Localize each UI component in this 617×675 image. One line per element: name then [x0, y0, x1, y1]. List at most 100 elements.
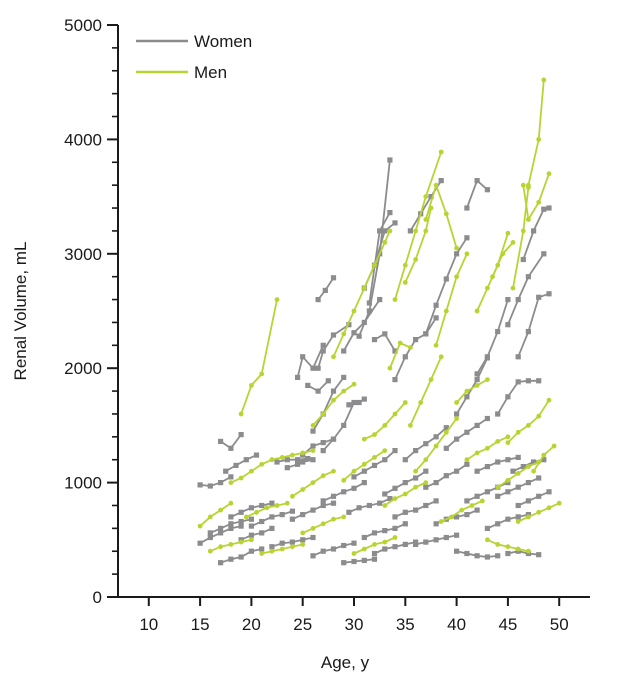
data-point-women: [454, 251, 459, 256]
data-point-women: [505, 551, 510, 556]
data-point-women: [274, 459, 279, 464]
data-point-women: [536, 552, 541, 557]
data-point-men: [290, 544, 295, 549]
data-point-men: [413, 485, 418, 490]
data-point-women: [382, 546, 387, 551]
data-point-men: [341, 389, 346, 394]
data-point-women: [290, 540, 295, 545]
data-point-women: [367, 503, 372, 508]
series-line-women: [426, 238, 467, 334]
data-point-men: [506, 440, 511, 445]
data-point-women: [346, 402, 351, 407]
data-point-women: [341, 348, 346, 353]
series-men: [300, 515, 346, 536]
data-point-men: [429, 377, 434, 382]
data-point-women: [485, 554, 490, 559]
data-point-women: [546, 489, 551, 494]
data-point-men: [403, 280, 408, 285]
data-point-men: [321, 412, 326, 417]
data-point-women: [331, 389, 336, 394]
data-point-men: [229, 501, 234, 506]
data-point-men: [382, 423, 387, 428]
data-point-women: [541, 251, 546, 256]
data-point-men: [382, 240, 387, 245]
series-line-women: [477, 300, 508, 374]
data-point-women: [403, 510, 408, 515]
data-point-men: [321, 473, 326, 478]
data-point-women: [239, 524, 244, 529]
data-point-women: [351, 559, 356, 564]
data-point-men: [485, 446, 490, 451]
data-point-men: [516, 471, 521, 476]
data-point-women: [454, 469, 459, 474]
data-point-women: [331, 437, 336, 442]
data-point-women: [392, 514, 397, 519]
data-point-women: [310, 443, 315, 448]
data-point-men: [423, 457, 428, 462]
data-point-men: [423, 229, 428, 234]
data-point-women: [249, 524, 254, 529]
axes-layer: 01000200030004000500010 15 20 25 30 35 40 45 50: [64, 16, 590, 634]
data-point-women: [464, 498, 469, 503]
data-point-men: [264, 505, 269, 510]
data-point-men: [362, 437, 367, 442]
data-point-women: [321, 440, 326, 445]
data-point-women: [392, 377, 397, 382]
data-point-women: [351, 330, 356, 335]
data-point-women: [357, 400, 362, 405]
x-tick-label: 25: [293, 615, 312, 634]
x-tick-label: 45: [498, 615, 517, 634]
data-point-men: [465, 389, 470, 394]
data-point-men: [208, 549, 213, 554]
data-point-women: [382, 228, 387, 233]
series-line-women: [518, 492, 549, 506]
data-point-men: [229, 542, 234, 547]
data-point-men: [495, 485, 500, 490]
series-men: [490, 240, 515, 279]
data-point-men: [413, 229, 418, 234]
data-point-women: [392, 220, 397, 225]
data-point-women: [239, 432, 244, 437]
data-point-women: [321, 348, 326, 353]
data-point-women: [331, 501, 336, 506]
y-tick-label: 5000: [64, 16, 102, 35]
data-point-men: [372, 263, 377, 268]
x-tick-label: 50: [550, 615, 569, 634]
data-point-men: [285, 501, 290, 506]
data-point-women: [495, 329, 500, 334]
series-women: [485, 512, 531, 531]
series-men: [239, 297, 280, 416]
data-point-women: [223, 469, 228, 474]
data-point-men: [490, 274, 495, 279]
x-axis-title: Age, y: [321, 653, 370, 672]
data-point-men: [439, 150, 444, 155]
data-point-men: [485, 377, 490, 382]
data-point-men: [454, 274, 459, 279]
data-point-women: [387, 157, 392, 162]
data-point-women: [351, 541, 356, 546]
data-point-women: [239, 519, 244, 524]
data-point-women: [444, 473, 449, 478]
data-point-men: [506, 434, 511, 439]
data-point-men: [444, 430, 449, 435]
data-point-women: [485, 354, 490, 359]
data-point-men: [526, 464, 531, 469]
data-point-men: [434, 343, 439, 348]
data-point-women: [218, 526, 223, 531]
data-point-men: [449, 515, 454, 520]
series-women: [454, 549, 500, 560]
data-point-men: [341, 332, 346, 337]
data-point-men: [259, 551, 264, 556]
series-men: [290, 469, 336, 499]
data-point-men: [341, 515, 346, 520]
series-line-men: [364, 403, 405, 440]
data-point-men: [398, 341, 403, 346]
data-point-men: [218, 508, 223, 513]
data-point-women: [505, 394, 510, 399]
data-point-women: [526, 480, 531, 485]
data-point-men: [311, 448, 316, 453]
data-point-women: [310, 508, 315, 513]
data-point-men: [403, 492, 408, 497]
series-line-men: [410, 357, 441, 426]
series-line-women: [467, 181, 488, 208]
